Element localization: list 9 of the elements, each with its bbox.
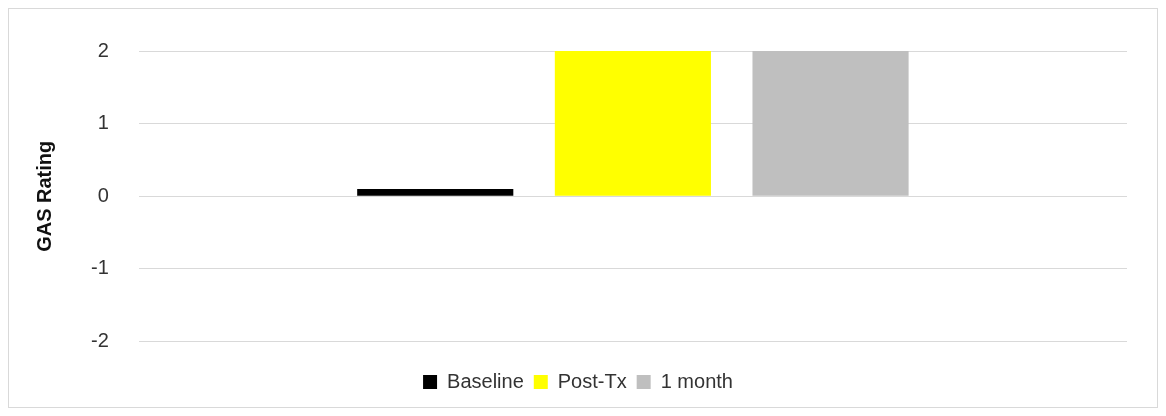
legend-label: Baseline [447, 369, 524, 392]
y-axis-title: GAS Rating [32, 140, 55, 252]
y-tick-label: -2 [90, 329, 109, 352]
y-tick-label: 0 [97, 183, 109, 206]
legend-label: 1 month [660, 369, 733, 392]
y-tick-label: 2 [97, 38, 109, 61]
legend-label: Post-Tx [557, 369, 627, 392]
y-tick-label: -1 [90, 256, 109, 279]
y-tick-label: 1 [97, 111, 109, 134]
